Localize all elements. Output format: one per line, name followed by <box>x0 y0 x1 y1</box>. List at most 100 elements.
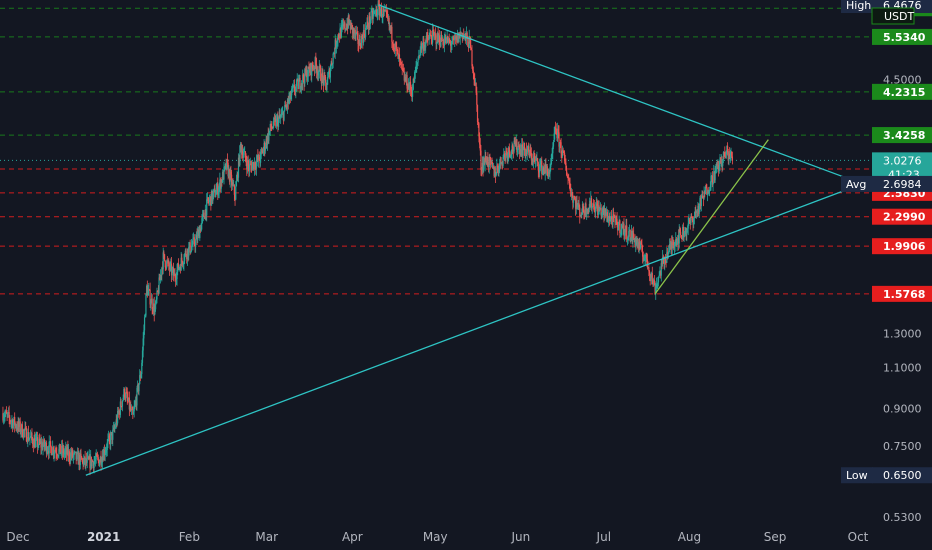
time-tick-label: Dec <box>6 530 29 544</box>
candle-up-body <box>3 418 5 421</box>
candle-up-body <box>253 162 255 170</box>
candle-down-body <box>516 139 518 153</box>
candle-up-body <box>201 214 204 219</box>
candle-up-body <box>436 32 439 44</box>
candle-down-body <box>537 158 539 163</box>
candle-down-body <box>311 63 314 68</box>
candle-down-body <box>204 216 206 219</box>
candle-down-body <box>680 231 682 236</box>
candle-up-body <box>43 439 45 446</box>
candle-down-body <box>271 127 273 129</box>
candle-down-body <box>262 150 264 154</box>
candle-up-body <box>112 429 114 440</box>
candle-up-body <box>170 263 172 265</box>
candle-down-body <box>688 219 691 222</box>
price-badges: 6.36705.53404.23153.42582.90252.58302.29… <box>841 0 932 484</box>
candle-down-body <box>457 33 459 43</box>
red-level-badge <box>872 238 932 255</box>
candle-down-body <box>578 203 580 208</box>
candle-up-body <box>339 28 341 38</box>
candle-down-body <box>174 273 176 278</box>
price-tick-label: 1.3000 <box>883 327 922 340</box>
red-level-badge <box>872 285 932 302</box>
candle-up-body <box>443 40 445 46</box>
candle-up-body <box>383 10 385 12</box>
candle-up-body <box>690 216 692 223</box>
candle-up-body <box>445 37 448 44</box>
candle-down-body <box>159 277 161 281</box>
candle-up-body <box>405 75 407 82</box>
candle-up-body <box>365 27 367 38</box>
candle-up-body <box>191 244 193 246</box>
avg-value: 2.6984 <box>883 178 922 191</box>
candle-down-body <box>640 243 642 245</box>
candle-up-body <box>601 208 604 213</box>
candle-up-body <box>249 163 251 165</box>
candle-up-body <box>369 20 372 25</box>
candle-down-body <box>264 142 266 151</box>
candle-up-body <box>158 277 160 294</box>
candle-up-body <box>141 350 144 363</box>
candle-down-body <box>478 123 480 137</box>
candle-up-body <box>422 41 424 45</box>
candle-down-body <box>652 280 654 286</box>
candle-up-body <box>718 166 720 171</box>
candle-up-body <box>318 65 320 73</box>
candle-down-body <box>590 198 593 209</box>
candle-down-body <box>533 156 535 158</box>
candle-up-body <box>293 85 295 86</box>
candle-down-body <box>378 3 380 5</box>
candle-down-body <box>449 40 451 42</box>
candle-up-body <box>123 388 125 398</box>
candle-down-body <box>302 74 305 80</box>
candle-up-body <box>228 169 230 177</box>
candle-up-body <box>321 72 323 84</box>
candle-down-body <box>312 67 314 70</box>
candle-up-body <box>219 179 221 186</box>
candle-down-body <box>473 73 475 80</box>
candle-down-body <box>547 171 549 178</box>
candle-up-body <box>110 432 113 434</box>
candle-down-body <box>23 429 25 431</box>
candle-up-body <box>4 414 6 417</box>
candle-down-body <box>452 37 454 39</box>
candle-down-body <box>509 151 511 156</box>
candle-up-body <box>501 162 503 164</box>
candle-up-body <box>161 267 163 276</box>
candle-up-body <box>262 149 264 154</box>
candle-down-body <box>427 35 429 40</box>
candle-down-body <box>222 171 224 180</box>
candle-up-body <box>349 22 351 24</box>
candle-down-body <box>563 152 566 161</box>
time-axis[interactable]: Dec 2021 Feb Mar Apr May Jun Jul Aug Sep Oct <box>6 530 868 544</box>
candle-down-body <box>613 214 615 218</box>
candle-down-body <box>653 279 655 285</box>
candle-down-body <box>72 450 74 458</box>
price-axis[interactable]: 6.50004.50001.30001.10000.90000.75000.53… <box>883 0 922 524</box>
candle-down-body <box>345 28 347 30</box>
candle-down-body <box>642 251 644 257</box>
candle-up-body <box>323 75 325 85</box>
candle-down-body <box>211 190 213 201</box>
candle-down-body <box>170 263 173 276</box>
candle-down-body <box>25 427 28 442</box>
candle-down-body <box>431 39 433 43</box>
candle-up-body <box>728 153 730 161</box>
candle-down-body <box>582 203 584 212</box>
candle-up-body <box>526 150 528 155</box>
candle-down-body <box>380 6 383 18</box>
candle-up-body <box>657 276 660 283</box>
candle-up-body <box>714 170 716 181</box>
candle-up-body <box>545 166 548 169</box>
candle-up-body <box>550 164 552 168</box>
candle-up-body <box>474 82 477 85</box>
candle-up-body <box>58 444 61 449</box>
candle-up-body <box>510 153 512 156</box>
candle-down-body <box>532 159 534 163</box>
candle-down-body <box>255 167 257 169</box>
candle-up-body <box>481 162 483 171</box>
candle-up-body <box>502 156 504 166</box>
candle-up-body <box>155 299 157 302</box>
candle-down-body <box>378 3 381 16</box>
